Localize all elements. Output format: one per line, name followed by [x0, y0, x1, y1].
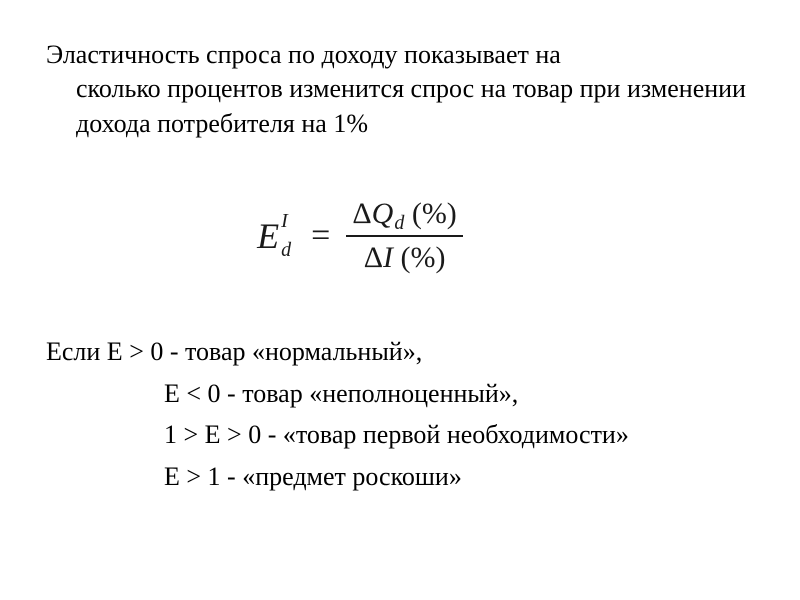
den-delta: Δ [364, 241, 383, 274]
formula-eq: = [311, 217, 330, 255]
num-Q-sub: d [394, 212, 404, 234]
class-line-4: E > 1 - «предмет роскоши» [46, 456, 754, 498]
intro-line1: Эластичность спроса по доходу показывает… [46, 38, 754, 72]
formula-block: E I d = ΔQd (%) ΔI (%) [46, 141, 754, 331]
num-pct: (%) [412, 197, 457, 230]
formula-sub: d [281, 239, 291, 262]
formula-subsup: I d [281, 216, 299, 256]
document-page: Эластичность спроса по доходу показывает… [0, 0, 800, 600]
formula-numerator: ΔQd (%) [346, 195, 462, 233]
formula-lhs: E I d [257, 215, 307, 257]
class-line-2: E < 0 - товар «неполноценный», [46, 373, 754, 415]
num-delta: Δ [352, 197, 371, 230]
formula-denominator: ΔI (%) [358, 239, 452, 277]
formula-fraction: ΔQd (%) ΔI (%) [346, 195, 462, 276]
class-line-1: Если E > 0 - товар «нормальный», [46, 331, 754, 373]
class-line-3: 1 > E > 0 - «товар первой необходимости» [46, 414, 754, 456]
formula-sup: I [281, 210, 288, 233]
intro-rest: сколько процентов изменится спрос на тов… [46, 72, 754, 141]
intro-paragraph: Эластичность спроса по доходу показывает… [46, 38, 754, 141]
formula-E: E [257, 215, 279, 257]
fraction-bar [346, 235, 462, 237]
num-Q: Q [372, 197, 394, 230]
formula: E I d = ΔQd (%) ΔI (%) [257, 195, 463, 276]
den-I: I [383, 241, 393, 274]
den-pct: (%) [400, 241, 445, 274]
classification-list: Если E > 0 - товар «нормальный», E < 0 -… [46, 331, 754, 497]
